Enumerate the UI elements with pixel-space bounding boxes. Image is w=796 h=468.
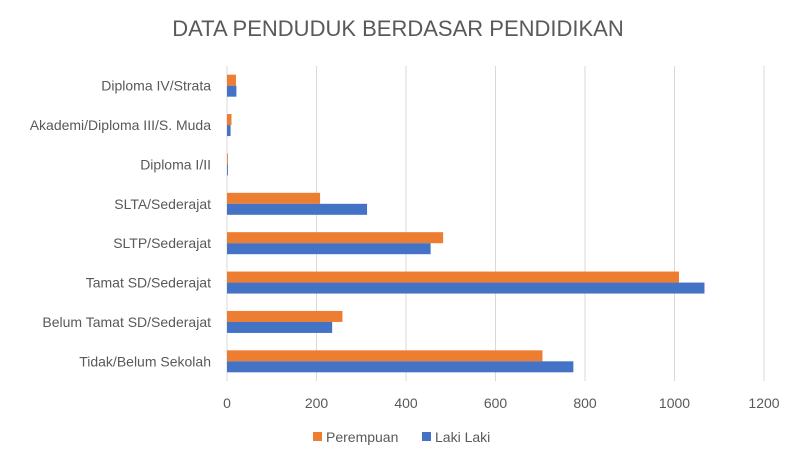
category-label: Tamat SD/Sederajat	[86, 275, 211, 291]
category-label: SLTP/Sederajat	[113, 235, 211, 251]
chart-title: DATA PENDUDUK BERDASAR PENDIDIKAN	[172, 16, 624, 41]
legend-label: Laki Laki	[435, 429, 490, 445]
category-label: Tidak/Belum Sekolah	[79, 353, 211, 369]
category-labels: Tidak/Belum Sekolah Belum Tamat SD/Sedera…	[30, 78, 212, 370]
bar-perempuan	[227, 153, 228, 165]
legend-swatch	[422, 432, 431, 441]
x-tick-label: 0	[223, 395, 231, 411]
category-label: Diploma I/II	[140, 156, 211, 172]
bar-laki-laki	[227, 243, 431, 255]
category-label: Diploma IV/Strata	[101, 78, 211, 94]
legend: Perempuan Laki Laki	[313, 429, 490, 445]
bar-laki-laki	[227, 282, 705, 294]
bar-perempuan	[227, 350, 543, 362]
gridlines	[226, 66, 765, 381]
bar-perempuan	[227, 232, 444, 244]
bar-perempuan	[227, 114, 232, 126]
bar-perempuan	[227, 271, 679, 283]
legend-swatch	[313, 432, 322, 441]
x-tick-label: 200	[305, 395, 329, 411]
x-tick-label: 1200	[748, 395, 779, 411]
bar-perempuan	[227, 74, 236, 86]
bar-laki-laki	[227, 125, 231, 137]
bar-laki-laki	[227, 85, 237, 97]
bar-laki-laki	[227, 164, 228, 176]
x-tick-label: 800	[573, 395, 597, 411]
category-label: SLTA/Sederajat	[114, 196, 211, 212]
x-tick-label: 1000	[659, 395, 690, 411]
category-label: Belum Tamat SD/Sederajat	[42, 314, 211, 330]
bar-perempuan	[227, 310, 343, 322]
bar-perempuan	[227, 192, 321, 204]
bar-laki-laki	[227, 321, 333, 333]
x-tick-label: 600	[484, 395, 508, 411]
bar-laki-laki	[227, 361, 574, 373]
x-tick-label: 400	[394, 395, 418, 411]
legend-label: Perempuan	[326, 429, 398, 445]
bar-laki-laki	[227, 203, 368, 215]
category-label: Akademi/Diploma III/S. Muda	[30, 117, 212, 133]
bars	[227, 74, 705, 373]
x-tick-labels: 0 200 400 600 800 1000 1200	[223, 395, 780, 411]
